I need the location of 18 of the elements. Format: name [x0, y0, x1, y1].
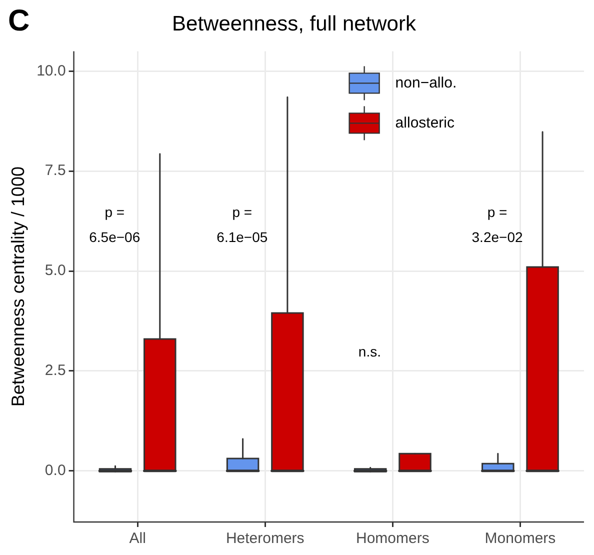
annotation: p = 6.5e−06 [89, 204, 140, 245]
x-tick-label: Monomers [484, 530, 556, 548]
legend-label: non−allo. [395, 74, 457, 92]
annotation: p = 6.1e−05 [216, 204, 268, 245]
y-tick-label: 2.5 [44, 362, 66, 380]
y-axis-title: Betweenness centrality / 1000 [8, 166, 28, 407]
text: C [8, 4, 30, 38]
chart-title: Betweenness, full network [172, 12, 416, 36]
y-tick-label: 7.5 [44, 162, 66, 180]
y-tick-label: 10.0 [36, 62, 66, 80]
y-tick-label: 0.0 [44, 462, 66, 479]
x-tick-label: Homomers [356, 530, 430, 548]
x-tick-label: All [129, 530, 146, 548]
x-tick-label: Heteromers [226, 530, 304, 548]
y-tick-label: 5.0 [44, 262, 66, 280]
legend-label: allosteric [395, 114, 455, 132]
annotation: p = 3.2e−02 [472, 204, 523, 245]
annotation: n.s. [358, 343, 382, 360]
